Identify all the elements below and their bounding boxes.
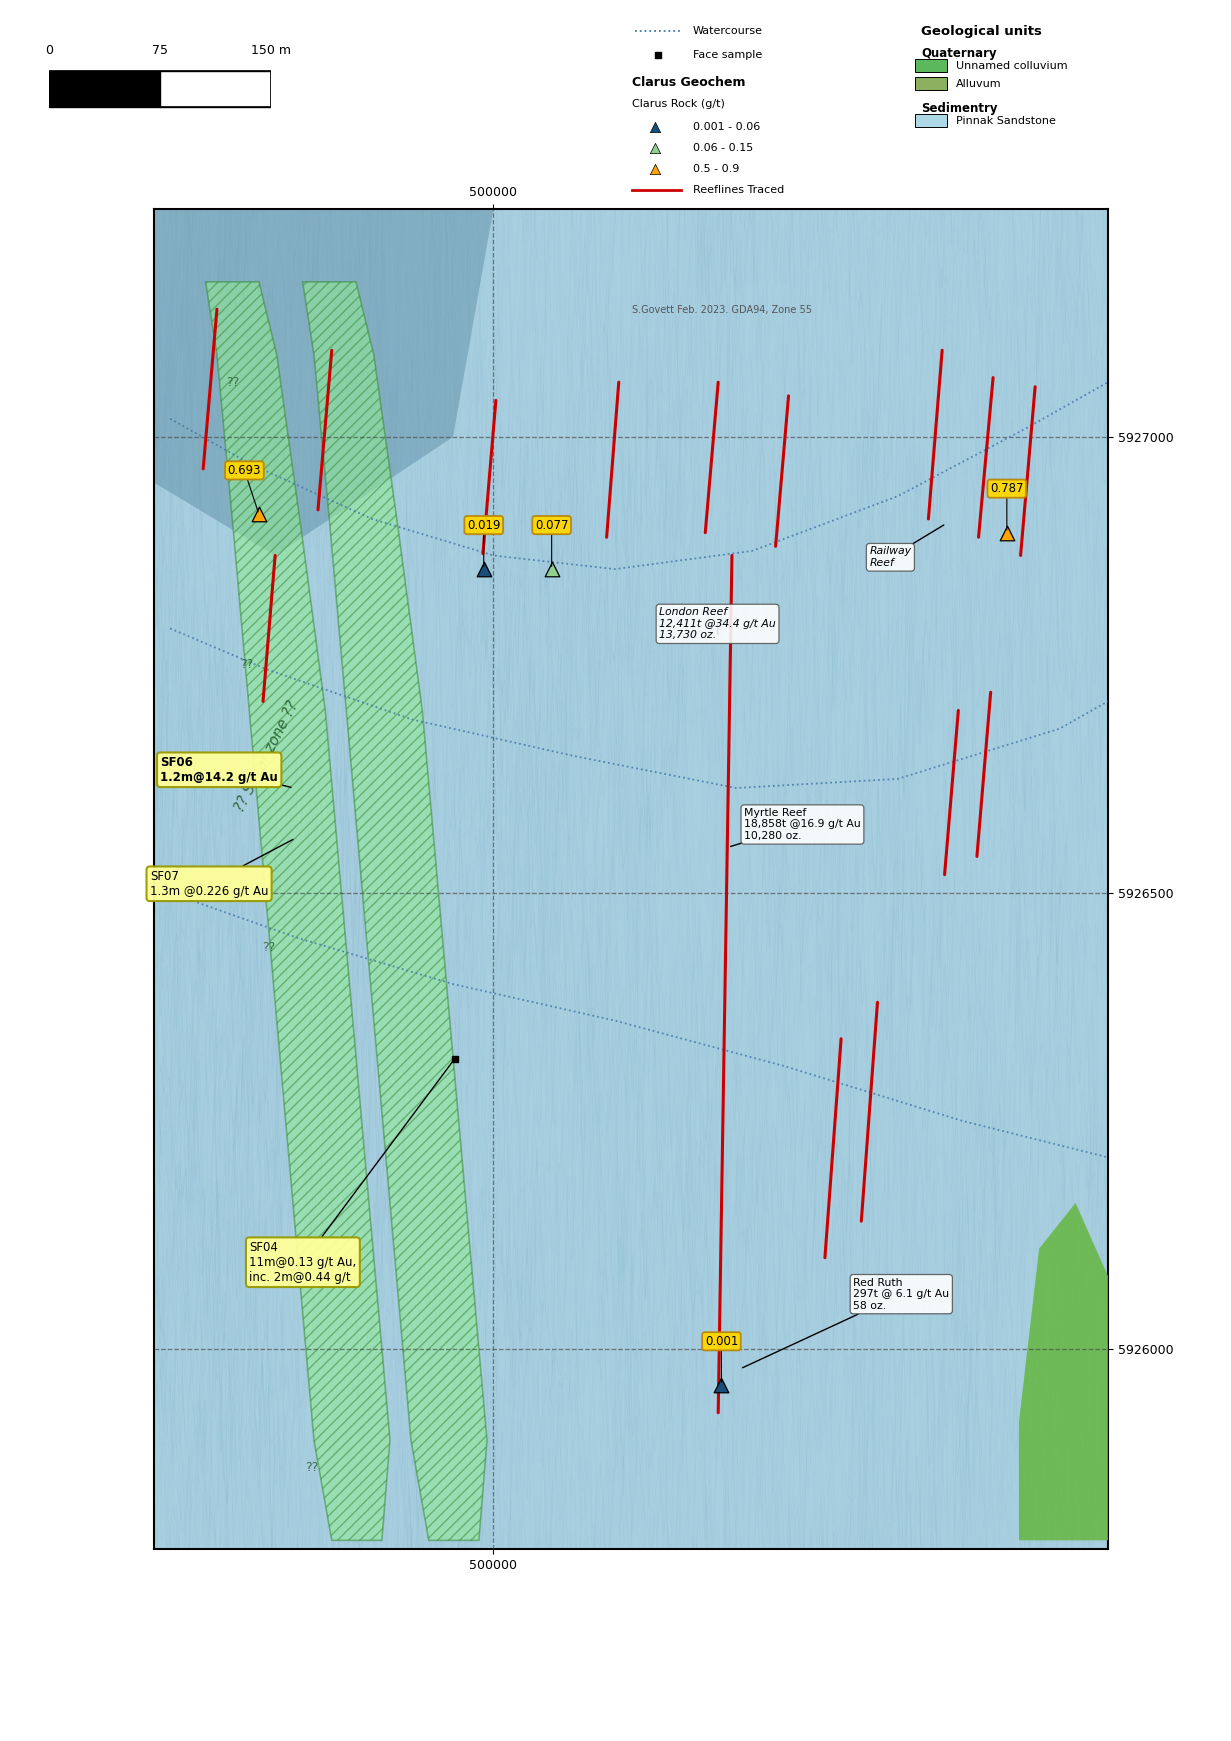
Text: SF07
1.3m @0.226 g/t Au: SF07 1.3m @0.226 g/t Au — [150, 839, 293, 898]
Polygon shape — [154, 209, 494, 555]
Text: Clarus Geochem: Clarus Geochem — [632, 75, 745, 89]
Polygon shape — [206, 282, 390, 1541]
Text: 0: 0 — [46, 45, 53, 57]
Text: SF06
1.2m@14.2 g/t Au: SF06 1.2m@14.2 g/t Au — [160, 756, 291, 787]
Text: 0.001 - 0.06: 0.001 - 0.06 — [693, 122, 761, 132]
Point — [444, 1045, 464, 1072]
Text: Watercourse: Watercourse — [693, 26, 763, 37]
Polygon shape — [1019, 1203, 1108, 1541]
FancyBboxPatch shape — [37, 21, 286, 134]
Text: ??: ?? — [240, 658, 254, 672]
Point — [474, 555, 494, 583]
Bar — [915, 115, 948, 127]
Text: 0.019: 0.019 — [467, 519, 501, 566]
Polygon shape — [303, 282, 487, 1541]
Text: 0.077: 0.077 — [535, 519, 569, 566]
Text: 0.001: 0.001 — [705, 1335, 739, 1382]
Text: Alluvum: Alluvum — [956, 78, 1002, 89]
Text: Face sample: Face sample — [693, 50, 762, 61]
Text: 75: 75 — [153, 45, 167, 57]
Text: Geological units: Geological units — [921, 24, 1041, 38]
Text: Reeflines Traced: Reeflines Traced — [693, 185, 784, 195]
Text: 150 m: 150 m — [251, 45, 291, 57]
Text: 0.693: 0.693 — [228, 463, 261, 512]
Text: Quaternary: Quaternary — [921, 47, 997, 61]
Text: S.Govett Feb. 2023. GDA94, Zone 55: S.Govett Feb. 2023. GDA94, Zone 55 — [632, 305, 811, 315]
Text: ??: ?? — [225, 376, 239, 388]
Point — [645, 113, 665, 141]
Point — [997, 519, 1017, 547]
Text: London Reef
12,411t @34.4 g/t Au
13,730 oz.: London Reef 12,411t @34.4 g/t Au 13,730 … — [659, 608, 776, 641]
Text: Clarus Rock (g/t): Clarus Rock (g/t) — [632, 99, 725, 110]
Bar — [160, 71, 271, 108]
Point — [249, 500, 268, 528]
Text: ??: ?? — [305, 1461, 318, 1475]
Point — [648, 42, 667, 70]
Text: 0.5 - 0.9: 0.5 - 0.9 — [693, 164, 740, 174]
Text: Myrtle Reef
18,858t @16.9 g/t Au
10,280 oz.: Myrtle Reef 18,858t @16.9 g/t Au 10,280 … — [730, 808, 860, 846]
Text: ??: ?? — [262, 942, 276, 954]
Text: Red Ruth
297t @ 6.1 g/t Au
58 oz.: Red Ruth 297t @ 6.1 g/t Au 58 oz. — [742, 1278, 949, 1368]
Text: Sedimentry: Sedimentry — [921, 103, 997, 115]
Text: 0.787: 0.787 — [990, 482, 1024, 529]
Point — [645, 155, 665, 183]
Text: Unnamed colluvium: Unnamed colluvium — [956, 61, 1067, 71]
Bar — [49, 71, 160, 108]
Text: 0.06 - 0.15: 0.06 - 0.15 — [693, 143, 753, 153]
Bar — [915, 59, 948, 71]
Bar — [49, 71, 271, 108]
Text: ?? Shear zone ??: ?? Shear zone ?? — [233, 698, 302, 815]
Point — [712, 1372, 731, 1400]
Text: ??: ?? — [287, 1269, 299, 1283]
Point — [645, 134, 665, 162]
Bar — [915, 77, 948, 89]
Text: SF04
11m@0.13 g/t Au,
inc. 2m@0.44 g/t: SF04 11m@0.13 g/t Au, inc. 2m@0.44 g/t — [249, 1060, 453, 1283]
Text: Pinnak Sandstone: Pinnak Sandstone — [956, 117, 1056, 125]
Text: Railway
Reef: Railway Reef — [869, 526, 944, 568]
Point — [542, 555, 561, 583]
